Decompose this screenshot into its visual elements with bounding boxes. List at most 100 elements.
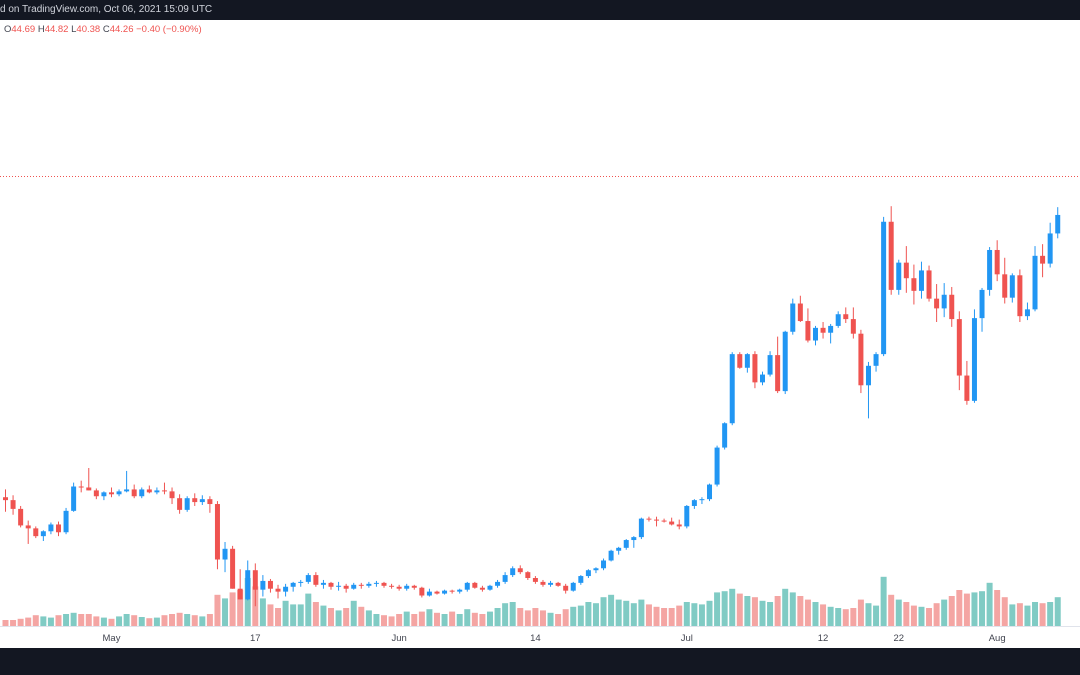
x-tick-label: May — [103, 633, 121, 644]
volume-bar — [93, 616, 100, 626]
close-value: 44.26 — [109, 24, 134, 35]
volume-bar — [70, 612, 77, 626]
volume-bar — [850, 608, 857, 626]
candle — [426, 588, 432, 597]
candle — [812, 325, 818, 346]
volume-bar — [698, 604, 705, 626]
candle-body — [366, 583, 372, 586]
candle — [805, 308, 811, 343]
candle — [1002, 257, 1008, 304]
volume-bar — [214, 594, 221, 626]
candle-body — [843, 314, 849, 320]
candle-body — [775, 355, 781, 392]
candle-body — [820, 327, 826, 333]
volume-bar — [131, 615, 138, 626]
candle — [949, 286, 955, 327]
candle-body — [865, 365, 871, 386]
candle — [78, 480, 84, 493]
volume-bar — [486, 611, 493, 626]
volume-bar — [464, 609, 471, 626]
volume-bar — [797, 596, 804, 626]
candle-body — [918, 270, 924, 291]
candle-body — [139, 489, 145, 497]
candle-body — [669, 521, 675, 525]
volume-bar — [146, 618, 153, 626]
volume-bar — [948, 596, 955, 626]
candle-body — [169, 491, 175, 499]
candle-body — [684, 505, 690, 527]
candle-body — [563, 585, 569, 591]
candle — [192, 493, 198, 506]
candle — [608, 549, 614, 562]
volume-bar — [888, 594, 895, 626]
candle-body — [1032, 255, 1038, 310]
candle-body — [593, 568, 599, 571]
candle — [222, 541, 228, 573]
candle-body — [903, 262, 909, 279]
candle-body — [888, 221, 894, 290]
candle — [729, 352, 735, 426]
volume-bar — [418, 611, 425, 626]
x-axis-ticks: May17Jun14Jul1222Aug16Sep13Oct — [103, 633, 1006, 644]
candle-body — [55, 524, 61, 533]
candle-body — [548, 582, 554, 585]
volume-bar — [751, 597, 758, 626]
volume-bar — [229, 592, 236, 626]
candle — [381, 581, 387, 588]
candle-body — [267, 580, 273, 589]
candle-body — [691, 500, 697, 506]
candle — [540, 579, 546, 587]
high-label: H — [37, 24, 45, 35]
candle-body — [336, 585, 342, 587]
candle — [956, 311, 962, 391]
volume-bar — [479, 614, 486, 626]
candle — [298, 579, 304, 587]
volume-bar — [25, 617, 32, 626]
candle-body — [956, 319, 962, 376]
candle — [669, 517, 675, 526]
candle — [699, 497, 705, 505]
candle-body — [532, 578, 538, 582]
candle — [252, 563, 258, 607]
volume-bar — [40, 616, 47, 626]
volume-bar — [161, 615, 168, 626]
candle — [25, 520, 31, 544]
candle — [661, 518, 667, 523]
candle-body — [40, 531, 46, 537]
chart-area[interactable]: May17Jun14Jul1222Aug16Sep13Oct — [0, 0, 1080, 648]
volume-bar — [979, 591, 986, 626]
volume-bar — [835, 608, 842, 626]
volume-bar — [910, 605, 917, 626]
candle — [767, 351, 773, 377]
candle-body — [199, 499, 205, 503]
candle — [373, 580, 379, 587]
candle-body — [373, 582, 379, 584]
candle — [336, 581, 342, 591]
candle-body — [525, 572, 531, 578]
candle-body — [767, 355, 773, 375]
volume-bar — [17, 618, 24, 626]
candle — [55, 521, 61, 537]
candle — [93, 488, 99, 500]
candle-body — [33, 528, 39, 537]
candle — [71, 482, 77, 512]
candle-body — [18, 508, 24, 526]
volume-bar — [290, 604, 297, 626]
candle — [782, 330, 788, 395]
candle — [971, 309, 977, 403]
volume-bar — [524, 610, 531, 626]
low-label: L — [71, 24, 77, 35]
candlesticks — [3, 206, 1061, 607]
candle-body — [585, 570, 591, 577]
candle-body — [1047, 233, 1053, 264]
candle-body — [222, 548, 228, 560]
candle-body — [540, 581, 546, 585]
volume-bar — [206, 614, 213, 626]
volume-bar — [358, 606, 365, 626]
high-value: 44.82 — [44, 24, 69, 35]
candle — [903, 246, 909, 293]
candle-body — [790, 303, 796, 332]
candle-body — [949, 294, 955, 320]
candle — [881, 216, 887, 357]
candle-body — [396, 586, 402, 589]
